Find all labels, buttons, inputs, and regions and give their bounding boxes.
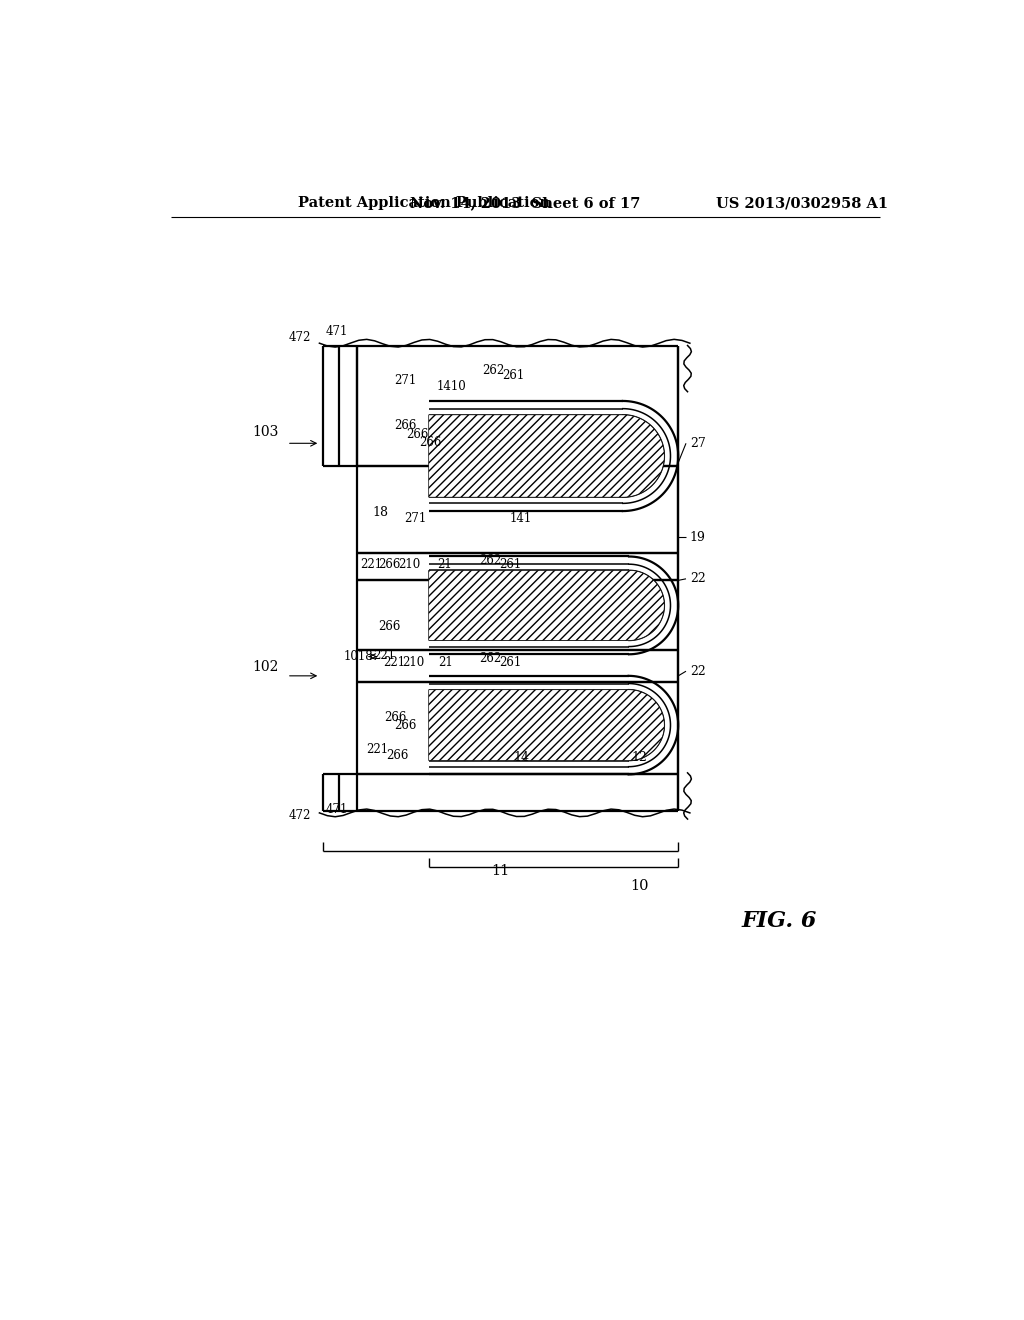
Text: 266: 266	[406, 428, 428, 441]
Text: 266: 266	[394, 418, 417, 432]
Text: 471: 471	[326, 325, 348, 338]
Text: 1410: 1410	[436, 380, 466, 393]
Text: 21: 21	[438, 656, 454, 669]
Text: 266: 266	[378, 558, 400, 572]
Text: 266: 266	[384, 711, 407, 723]
Text: 22: 22	[690, 665, 706, 677]
Text: 1018: 1018	[343, 649, 373, 663]
Text: 221: 221	[384, 656, 406, 669]
Text: 266: 266	[378, 620, 400, 634]
Text: 19: 19	[690, 531, 706, 544]
Text: 472: 472	[289, 331, 311, 345]
Text: 271: 271	[404, 512, 427, 525]
Text: 27: 27	[690, 437, 706, 450]
Text: 18: 18	[373, 506, 389, 519]
Text: 471: 471	[326, 804, 348, 816]
Polygon shape	[429, 414, 665, 498]
Text: 12: 12	[632, 751, 647, 764]
Text: 210: 210	[398, 558, 421, 572]
Polygon shape	[429, 689, 665, 760]
Text: 102: 102	[253, 660, 280, 673]
Text: 22: 22	[690, 573, 706, 585]
Text: 10: 10	[630, 879, 649, 894]
Text: 221: 221	[367, 743, 389, 756]
Text: 261: 261	[502, 370, 524, 381]
Text: 261: 261	[499, 656, 521, 669]
Text: 262: 262	[482, 364, 505, 378]
Text: 141: 141	[510, 512, 532, 525]
Polygon shape	[429, 570, 665, 640]
Text: 210: 210	[402, 656, 424, 669]
Text: Nov. 14, 2013  Sheet 6 of 17: Nov. 14, 2013 Sheet 6 of 17	[410, 197, 640, 210]
Text: 262: 262	[479, 652, 501, 665]
Text: 221: 221	[360, 558, 382, 572]
Text: FIG. 6: FIG. 6	[741, 909, 817, 932]
Text: 266: 266	[386, 750, 409, 763]
Text: 103: 103	[253, 425, 280, 438]
Text: 11: 11	[490, 863, 509, 878]
Text: 21: 21	[437, 558, 452, 572]
Text: 221: 221	[373, 648, 395, 661]
Text: 14: 14	[514, 751, 529, 764]
Text: 266: 266	[419, 436, 441, 449]
Text: 271: 271	[394, 374, 417, 387]
Text: US 2013/0302958 A1: US 2013/0302958 A1	[716, 197, 888, 210]
Text: 472: 472	[289, 809, 311, 822]
Text: 262: 262	[479, 554, 501, 566]
Text: 261: 261	[499, 558, 521, 572]
Text: Patent Application Publication: Patent Application Publication	[299, 197, 551, 210]
Text: 266: 266	[394, 719, 417, 733]
